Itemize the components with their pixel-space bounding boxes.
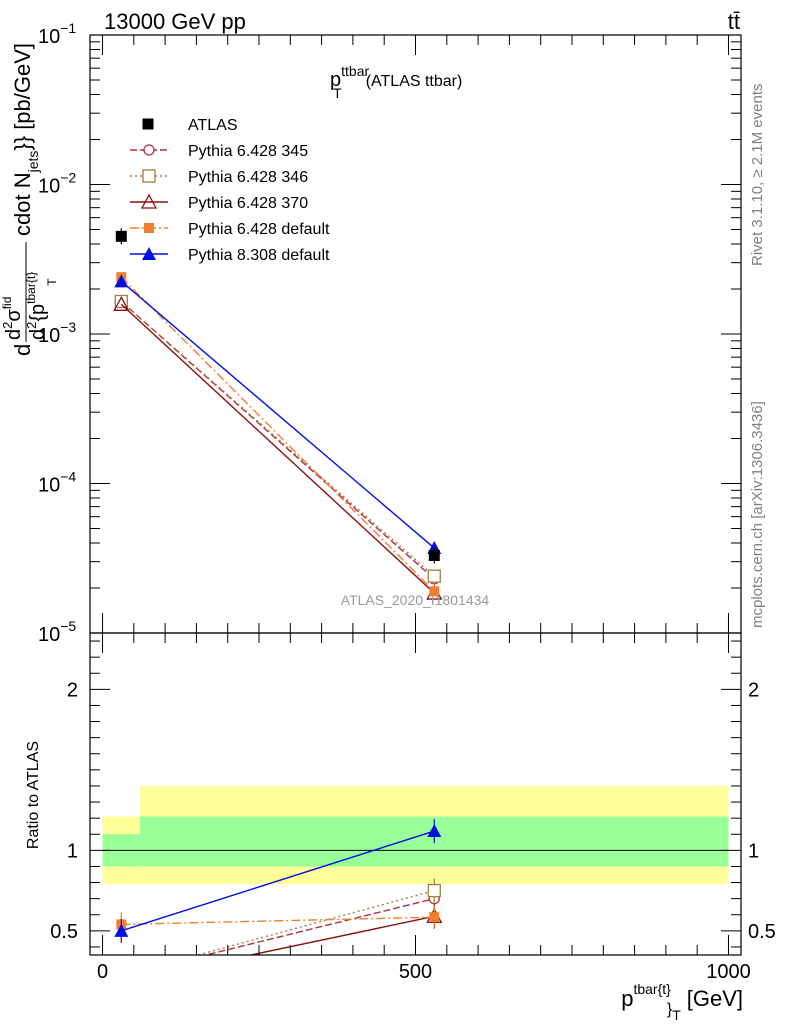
ratio-series-line — [195, 889, 435, 955]
legend-label: Pythia 8.308 default — [188, 247, 330, 264]
ratio-series-point — [427, 824, 442, 838]
legend: ATLAS Pythia 6.428 345 Pythia 6.428 346 Pyt… — [130, 117, 330, 264]
series-point — [429, 586, 440, 597]
ratio-series-point — [115, 970, 127, 982]
ratio-y-tick-label: 1 — [748, 840, 759, 862]
ratio-y-tick-label: 1 — [67, 840, 78, 862]
legend-marker — [143, 144, 155, 156]
y-tick-label: 10−2 — [38, 170, 76, 198]
legend-label: ATLAS — [188, 117, 238, 134]
y-tick-label: 10−5 — [38, 618, 76, 646]
ratio-series-point — [114, 975, 128, 988]
legend-marker — [142, 247, 156, 260]
data-point — [115, 230, 127, 242]
y-axis-label: d d2σfid d2{ptbar{t} T cdot Njets}} [pb/G… — [0, 43, 59, 356]
plot-title-sup: ttbar — [341, 63, 369, 79]
data-point — [428, 549, 440, 561]
ratio-series-line — [121, 916, 435, 926]
legend-marker — [144, 223, 154, 233]
ratio-y-tick-label: 0.5 — [50, 921, 78, 943]
series-point — [114, 294, 128, 309]
svg-text:d2σfid: d2σfid — [0, 297, 25, 340]
ratio-y-tick-label: 0.5 — [748, 921, 776, 943]
plot-title-p: p — [330, 69, 341, 91]
rivet-version-label: Rivet 3.1.10, ≥ 2.1M events — [749, 84, 766, 267]
legend-label: Pythia 6.428 346 — [188, 169, 308, 186]
main-panel: 10−1 10−2 10−3 10−4 10−5 pttbar T (ATLAS ttbar… — [0, 20, 742, 646]
legend-marker-data — [142, 118, 154, 130]
legend-label: Pythia 6.428 345 — [188, 143, 308, 160]
y-tick-label: 10−1 — [38, 20, 76, 48]
source-label: mcplots.cern.ch [arXiv:1306.3436] — [749, 401, 766, 628]
header-process-label: tt̄ — [728, 9, 740, 34]
series-line — [120, 300, 435, 580]
series-point — [427, 569, 441, 583]
svg-text:cdot Njets}} [pb/GeV]: cdot Njets}} [pb/GeV] — [10, 43, 41, 236]
series-point — [114, 274, 129, 288]
analysis-label: ATLAS_2020_I1801434 — [341, 592, 490, 608]
ratio-y-axis-label: Ratio to ATLAS — [25, 741, 42, 849]
x-axis-label: ptbar{t}}T[GeV] — [621, 981, 743, 1023]
series-line — [120, 276, 435, 592]
legend-label: Pythia 6.428 default — [188, 221, 330, 238]
ratio-series-point — [116, 971, 126, 981]
ratio-y-tick-label: 2 — [748, 679, 759, 701]
ratio-panel: 0.5 0.5 1 1 2 2 0 500 1000 Ratio to ATLAS ptbar{… — [25, 632, 776, 1023]
ratio-series-point — [114, 923, 129, 937]
ratio-series-line — [203, 897, 435, 955]
legend-marker — [140, 193, 158, 209]
x-tick-label: 0 — [97, 961, 108, 983]
ratio-series-line — [121, 830, 435, 932]
ratio-series-point — [429, 912, 440, 923]
plot-title: pttbar T (ATLAS ttbar) — [330, 63, 462, 101]
header-energy-label: 13000 GeV pp — [104, 9, 246, 34]
svg-text:d: d — [10, 344, 35, 356]
series-line — [120, 280, 435, 549]
series-point — [113, 295, 130, 311]
svg-text:d2{ptbar{t}T: d2{ptbar{t} T — [24, 272, 59, 340]
plot-title-suffix: (ATLAS ttbar) — [366, 73, 463, 90]
ratio-series-line — [247, 915, 435, 955]
legend-label: Pythia 6.428 370 — [188, 195, 308, 212]
series-line — [120, 303, 435, 594]
ratio-frame — [89, 632, 742, 956]
ratio-series-point — [427, 883, 441, 898]
ratio-y-tick-label: 2 — [67, 679, 78, 701]
y-tick-label: 10−4 — [38, 469, 76, 497]
x-tick-label: 500 — [399, 961, 432, 983]
legend-marker — [142, 169, 156, 183]
plot-title-sub: T — [333, 85, 342, 101]
x-tick-label: 1000 — [706, 961, 751, 983]
y-tick-label: 10−3 — [38, 319, 76, 347]
